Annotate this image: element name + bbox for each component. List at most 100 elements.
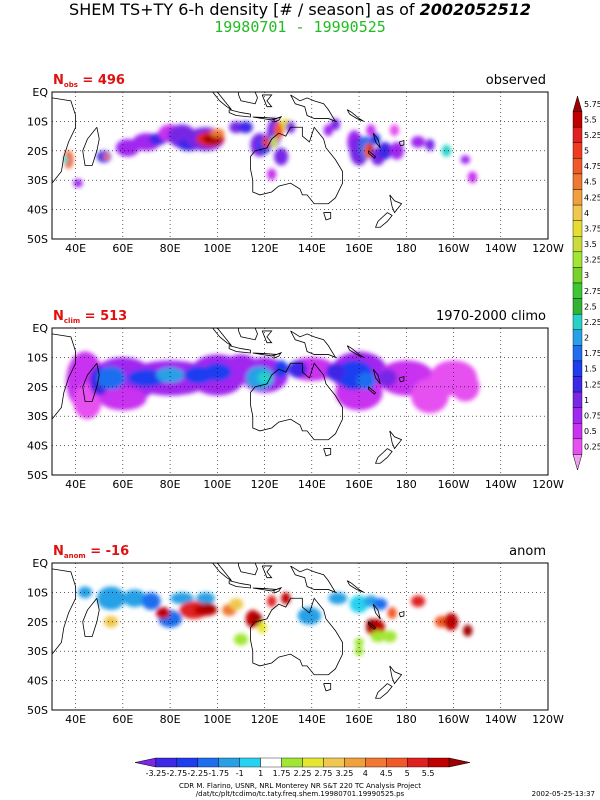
colorbar-tick: -2.75 <box>167 769 188 778</box>
density-cell <box>210 128 225 138</box>
lon-label: 140E <box>298 242 326 255</box>
coastlines <box>52 563 405 699</box>
colorbar-swatch <box>572 313 583 330</box>
coast-sumatra <box>212 563 232 581</box>
lon-label: 180 <box>396 242 417 255</box>
credit-line-1: CDR M. Flarino, USNR, NRL Monterey NR S&… <box>179 782 421 790</box>
colorbar-swatch <box>572 423 583 440</box>
colorbar-tick: 4 <box>584 209 589 218</box>
colorbar-tick: 1.5 <box>584 365 597 374</box>
density-cell <box>155 607 171 619</box>
colorbar-tick: 5.5 <box>422 769 435 778</box>
colorbar-swatch <box>323 757 345 768</box>
lat-label: 50S <box>27 704 48 717</box>
lon-label: 140E <box>298 713 326 726</box>
colorbar-swatch <box>239 757 261 768</box>
density-cell <box>368 143 374 153</box>
n-count: Nclim = 513 <box>53 309 127 325</box>
density-cell <box>155 367 185 383</box>
lon-label: 80E <box>160 242 181 255</box>
coast-nz2 <box>374 212 393 228</box>
density-cell <box>467 171 478 184</box>
lon-label: 120E <box>251 713 279 726</box>
colorbar-swatch <box>572 391 583 408</box>
lon-label: 60E <box>112 242 133 255</box>
lon-label: 80E <box>160 478 181 491</box>
coast-newcal <box>368 621 377 630</box>
colorbar-swatch <box>572 360 583 377</box>
colorbar-tick: 5.5 <box>584 115 597 124</box>
coast-newguinea <box>290 565 337 594</box>
lat-label: 20S <box>27 145 48 158</box>
panel-label: anom <box>509 544 546 559</box>
colorbar-swatch <box>572 329 583 346</box>
colorbar-tick: 5.75 <box>584 100 600 109</box>
colorbar-swatch <box>365 757 387 768</box>
lon-label: 160E <box>345 713 373 726</box>
lon-label: 120W <box>532 713 564 726</box>
title-prefix: SHEM TS+TY 6-h density [# / season] as o… <box>69 0 420 19</box>
colorbar-swatch <box>572 142 583 159</box>
coast-sumatra <box>212 92 232 110</box>
colorbar-tick: 3.25 <box>335 769 353 778</box>
lon-label: 140E <box>298 478 326 491</box>
density-cell <box>323 124 334 137</box>
coast-fiji <box>398 139 405 147</box>
lon-label: 160W <box>438 478 470 491</box>
colorbar-tick: 4.5 <box>380 769 393 778</box>
colorbar-swatch <box>572 173 583 190</box>
coast-borneo <box>238 563 258 576</box>
density-cell <box>170 592 194 605</box>
density-cell <box>122 589 147 608</box>
density-cell <box>274 147 289 166</box>
colorbar-swatch <box>302 757 324 768</box>
colorbar-tick: 5 <box>584 147 589 156</box>
colorbar-swatch <box>572 189 583 206</box>
colorbar-swatch <box>197 757 219 768</box>
grid <box>52 92 548 239</box>
density-cell <box>377 369 397 387</box>
lon-label: 40E <box>65 478 86 491</box>
coast-fiji <box>398 610 405 618</box>
lon-label: 100E <box>203 478 231 491</box>
colorbar-tick: -1.75 <box>208 769 229 778</box>
density-cell <box>441 144 452 157</box>
density-cell <box>356 372 376 390</box>
lon-label: 160E <box>345 478 373 491</box>
colorbar-swatch <box>572 158 583 175</box>
colorbar-tick: 1 <box>584 396 589 405</box>
lon-label: 120W <box>532 242 564 255</box>
colorbar-tick: 3 <box>584 271 589 280</box>
lat-label: 40S <box>27 204 48 217</box>
colorbar-tick: 4 <box>363 769 368 778</box>
colorbar-swatch <box>572 204 583 221</box>
coast-australia <box>249 362 343 441</box>
colorbar-swatch <box>176 757 199 768</box>
coast-sulawesi <box>261 330 273 344</box>
right-colorbar: 5.75 5.5 5.25 5 4.75 4.5 4.25 4 3.75 3.5 3.25 3 2.75… <box>572 95 600 471</box>
n-count: Nobs = 496 <box>53 73 125 89</box>
panel-frame <box>51 562 549 711</box>
density-cell <box>102 153 110 160</box>
density-cell <box>238 121 253 134</box>
lon-label: 120E <box>251 478 279 491</box>
coast-vanuatu <box>372 132 381 149</box>
density-cell <box>444 612 459 631</box>
lat-label: 20S <box>27 616 48 629</box>
panel-label: 1970-2000 climo <box>436 309 546 324</box>
coast-tasmania <box>323 683 332 692</box>
coast-newcal <box>368 150 377 159</box>
density-field <box>63 118 478 188</box>
colorbar-tick: 5 <box>405 769 410 778</box>
lat-label: EQ <box>32 86 48 99</box>
lat-label: 10S <box>27 586 48 599</box>
colorbar-cap-right <box>448 757 471 768</box>
coast-australia <box>249 597 343 676</box>
lat-label: 30S <box>27 174 48 187</box>
map-panel-1: EQ 10S 20S 30S 40S 50S 40E 60E 80E 100E 120E 140E 16… <box>27 309 564 491</box>
lat-label: 40S <box>27 675 48 688</box>
density-cell <box>349 595 369 613</box>
density-cell <box>411 377 449 414</box>
colorbar-tick: 4.25 <box>584 193 600 202</box>
density-cell <box>196 592 215 605</box>
